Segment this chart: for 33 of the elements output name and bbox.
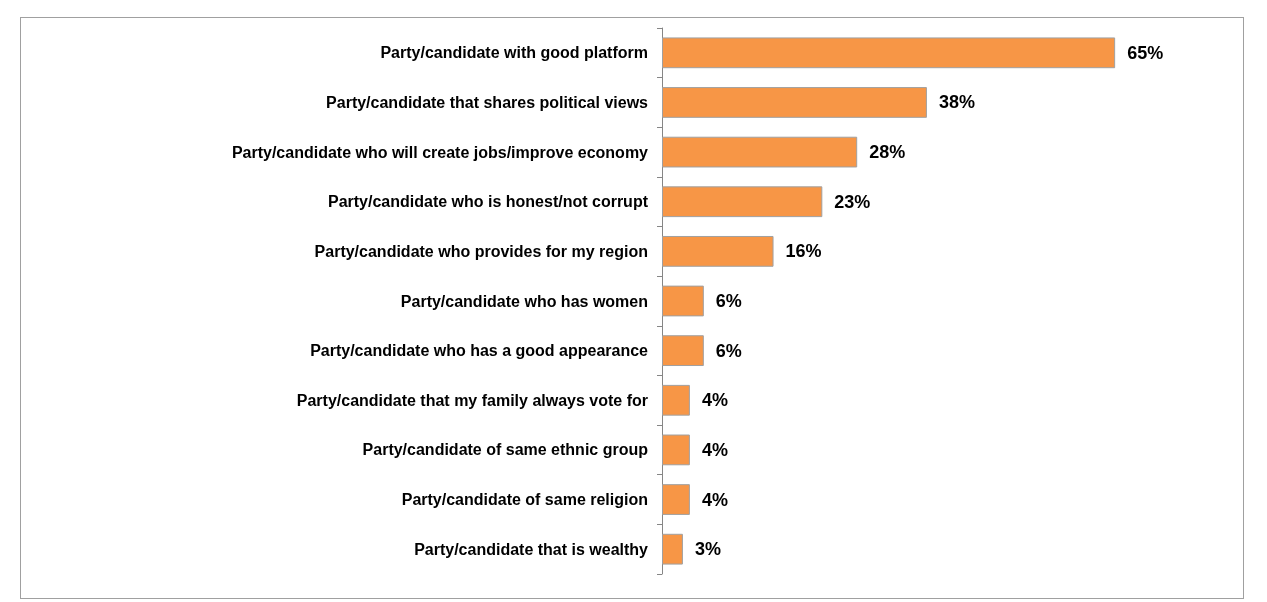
y-tick-label: Party/candidate that is wealthy <box>414 540 649 558</box>
y-tick-label: Party/candidate that my family always vote for <box>296 391 648 409</box>
y-tick-label: Party/candidate who is honest/not corrupt <box>327 193 649 211</box>
y-tick-label: Party/candidate who will create jobs/improve economy <box>231 143 649 161</box>
y-tick-label: Party/candidate of same ethnic group <box>362 441 649 459</box>
bar <box>662 484 690 515</box>
bar <box>662 335 704 367</box>
y-tick-label: Party/candidate who provides for my region <box>314 242 648 260</box>
y-tick-label: Party/candidate who has women <box>400 292 648 310</box>
bar <box>662 285 704 317</box>
data-label: 23% <box>834 191 871 212</box>
bar <box>662 434 690 466</box>
data-label: 4% <box>701 390 728 411</box>
data-label: 4% <box>701 489 728 510</box>
data-label: 4% <box>701 439 728 460</box>
bar <box>662 533 683 565</box>
data-label: 38% <box>938 92 975 113</box>
bar <box>662 136 858 168</box>
bar <box>662 384 690 416</box>
y-tick-label: Party/candidate that shares political views <box>326 93 649 111</box>
data-label: 6% <box>715 340 742 361</box>
bar <box>662 235 774 267</box>
bar <box>662 37 1116 69</box>
y-tick-label: Party/candidate with good platform <box>380 44 648 62</box>
data-label: 28% <box>869 142 906 163</box>
data-label: 3% <box>694 539 721 560</box>
y-tick-label: Party/candidate of same religion <box>401 491 648 509</box>
data-label: 16% <box>785 241 822 262</box>
data-label: 65% <box>1127 42 1164 63</box>
bar <box>662 87 927 118</box>
data-label: 6% <box>715 291 742 311</box>
y-tick-label: Party/candidate who has a good appearance <box>310 342 649 360</box>
bar <box>662 186 823 218</box>
